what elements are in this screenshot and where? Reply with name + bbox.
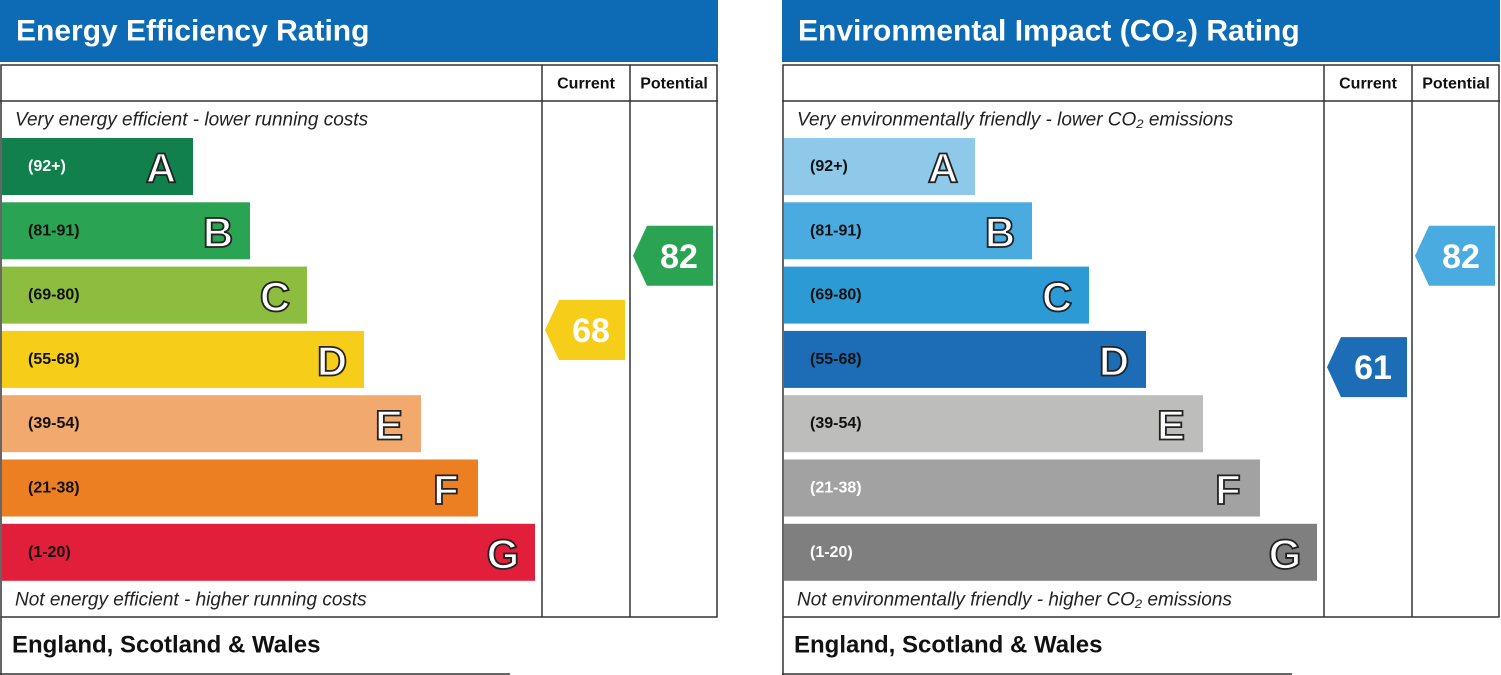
- band-letter: B: [203, 209, 233, 256]
- footer: England, Scotland & Wales: [12, 632, 320, 659]
- potential-rating: 82: [1442, 238, 1480, 276]
- band-letter: G: [487, 530, 520, 577]
- current-rating: 68: [572, 312, 610, 350]
- band-bar: [784, 138, 975, 195]
- current-rating: 61: [1354, 349, 1392, 387]
- band-bar: [784, 395, 1203, 453]
- band-letter: G: [1269, 530, 1302, 577]
- top-note: Very energy efficient - lower running co…: [15, 110, 369, 131]
- potential-arrow: [633, 225, 713, 286]
- band-range: (1-20): [810, 544, 853, 561]
- header-potential: Potential: [640, 76, 708, 93]
- header-potential: Potential: [1422, 76, 1490, 93]
- band-bar: [2, 202, 250, 260]
- band-letter: D: [317, 337, 347, 384]
- band-bar: [784, 523, 1317, 581]
- band-letter: B: [985, 209, 1015, 256]
- header-current: Current: [557, 76, 615, 93]
- panel-title: Environmental Impact (CO₂) Rating: [798, 15, 1300, 48]
- band-range: (92+): [810, 158, 848, 175]
- band-letter: C: [260, 273, 290, 320]
- band-bar: [2, 266, 307, 324]
- potential-rating: 82: [660, 238, 698, 276]
- panel-title: Energy Efficiency Rating: [16, 15, 369, 48]
- band-range: (55-68): [28, 351, 80, 368]
- band-letter: E: [1157, 402, 1185, 449]
- band-bar: [784, 459, 1260, 517]
- band-letter: A: [928, 145, 958, 192]
- bottom-note: Not energy efficient - higher running co…: [15, 590, 367, 611]
- band-range: (92+): [28, 158, 66, 175]
- footer: England, Scotland & Wales: [794, 632, 1102, 659]
- current-arrow: [545, 300, 625, 360]
- top-note: Very environmentally friendly - lower CO…: [797, 110, 1234, 131]
- band-letter: D: [1099, 337, 1129, 384]
- band-letter: E: [375, 402, 403, 449]
- potential-arrow: [1415, 225, 1495, 286]
- band-range: (69-80): [28, 287, 80, 304]
- band-bar: [784, 202, 1032, 260]
- band-range: (39-54): [28, 415, 80, 432]
- header-current: Current: [1339, 76, 1397, 93]
- band-letter: F: [433, 466, 459, 513]
- band-bar: [2, 330, 364, 388]
- band-bar: [784, 330, 1146, 388]
- band-letter: C: [1042, 273, 1072, 320]
- band-bar: [2, 138, 193, 195]
- band-letter: F: [1215, 466, 1241, 513]
- band-range: (21-38): [810, 480, 862, 497]
- band-bar: [2, 459, 478, 517]
- title-bar: [0, 0, 718, 62]
- title-bar: [782, 0, 1500, 62]
- band-range: (81-91): [810, 222, 862, 239]
- band-bar: [784, 266, 1089, 324]
- band-range: (55-68): [810, 351, 862, 368]
- band-range: (81-91): [28, 222, 80, 239]
- band-letter: A: [146, 145, 176, 192]
- band-bar: [2, 523, 535, 581]
- band-range: (69-80): [810, 287, 862, 304]
- band-range: (39-54): [810, 415, 862, 432]
- current-arrow: [1327, 337, 1407, 398]
- band-range: (21-38): [28, 480, 80, 497]
- band-range: (1-20): [28, 544, 71, 561]
- bottom-note: Not environmentally friendly - higher CO…: [797, 590, 1232, 611]
- band-bar: [2, 395, 421, 453]
